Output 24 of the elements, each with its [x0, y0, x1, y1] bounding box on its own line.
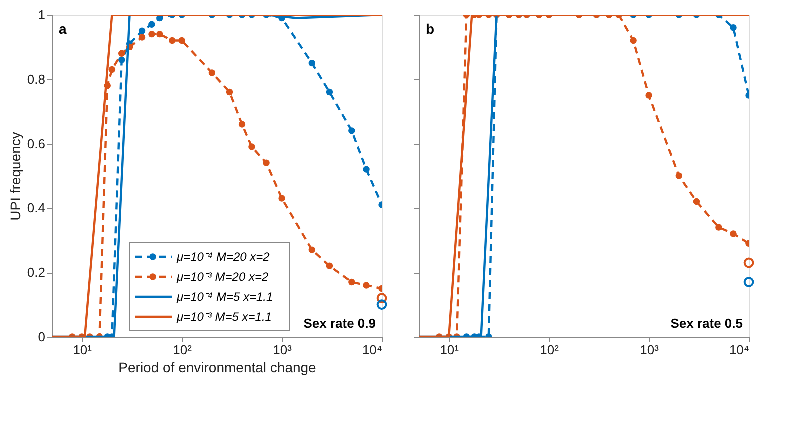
x-tick-label: 10¹: [440, 342, 460, 358]
y-tick-label: 0: [38, 330, 46, 344]
y-tick-label: 0.6: [27, 136, 46, 152]
y-tick-label: 0.4: [27, 200, 46, 216]
legend-label: μ=10⁻⁴ M=20 x=2: [176, 250, 270, 264]
x-tick-label: 10¹: [73, 342, 93, 358]
x-tick-label: 10⁴: [362, 342, 382, 358]
annotation: a: [59, 21, 67, 37]
x-tick-label: 10³: [640, 342, 660, 358]
annotation: b: [426, 21, 435, 37]
annotation: Sex rate 0.5: [670, 316, 743, 331]
x-tick-label: 10²: [173, 342, 193, 358]
x-tick-label: 10²: [540, 342, 560, 358]
y-axis-title: UPI frequency: [7, 132, 24, 221]
x-axis-title: Period of environmental change: [118, 360, 317, 376]
legend-label: μ=10⁻³ M=20 x=2: [176, 270, 269, 284]
legend-label: μ=10⁻⁴ M=5 x=1.1: [176, 290, 274, 304]
legend-label: μ=10⁻³ M=5 x=1.1: [176, 310, 272, 324]
annotation: Sex rate 0.9: [304, 316, 376, 331]
y-tick-label: 0.8: [27, 72, 46, 87]
y-tick-label: 1: [38, 8, 46, 22]
y-tick-label: 0.2: [27, 265, 46, 280]
x-tick-label: 10⁴: [729, 342, 750, 358]
x-tick-label: 10³: [273, 342, 293, 358]
